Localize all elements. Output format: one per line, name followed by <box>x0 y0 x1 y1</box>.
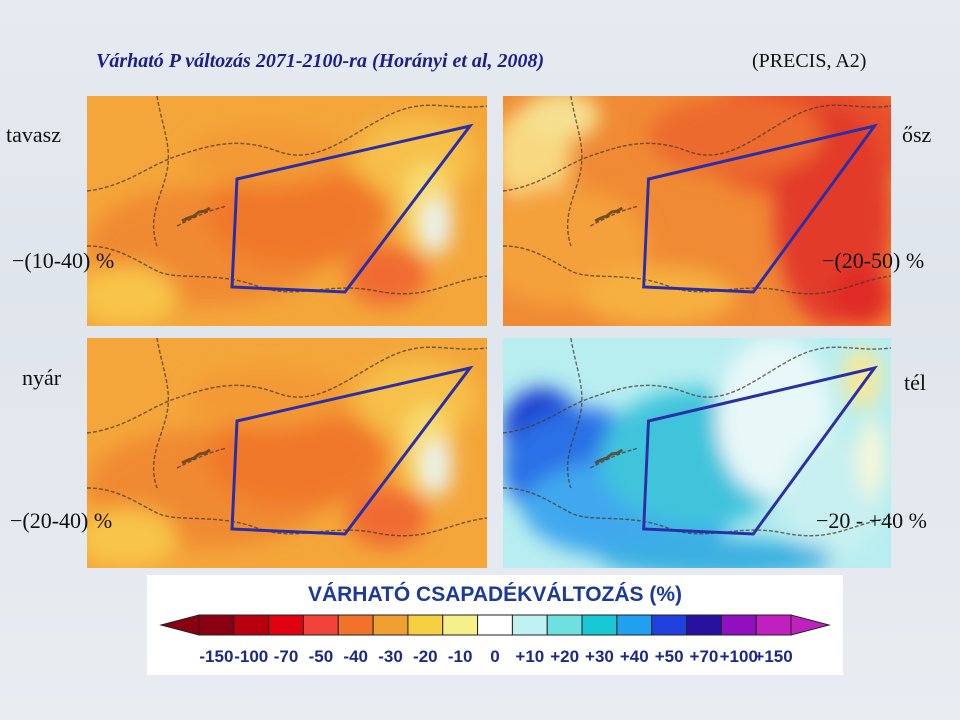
season-label-summer: nyár <box>22 365 62 390</box>
legend-tick-label: +20 <box>550 647 580 666</box>
legend-swatch <box>686 614 722 636</box>
legend-tick-label: +30 <box>585 647 614 666</box>
legend-swatch <box>337 614 374 636</box>
legend-swatch <box>198 614 235 636</box>
legend-tick-label: +100 <box>719 647 758 666</box>
legend-tick-label: +10 <box>515 647 545 666</box>
map-autumn <box>503 96 891 326</box>
change-label-winter: −20 - +40 % <box>816 508 927 533</box>
model-label: (PRECIS, A2) <box>752 50 867 72</box>
change-label-autumn: −(20-50) % <box>822 248 925 273</box>
page-title: Várható P változás 2071-2100-ra (Horányi… <box>96 50 545 72</box>
legend-swatch <box>407 614 444 636</box>
legend-swatch <box>302 614 339 636</box>
legend-swatch <box>511 614 548 636</box>
season-label-winter: tél <box>904 370 926 395</box>
legend-swatch <box>372 614 409 636</box>
legend-swatch <box>651 614 688 636</box>
legend-swatch <box>442 614 479 636</box>
change-label-summer: −(20-40) % <box>10 508 113 533</box>
legend-tick-label: -100 <box>234 647 269 666</box>
legend-swatch <box>546 614 583 636</box>
legend-swatch <box>720 614 757 636</box>
legend-swatch <box>581 614 618 636</box>
season-label-spring: tavasz <box>6 122 61 147</box>
map-spring <box>87 96 487 326</box>
legend-tick-label: +150 <box>754 647 793 666</box>
legend-swatch <box>268 614 304 636</box>
legend-tick-label: +70 <box>689 647 719 666</box>
legend-tick-label: -50 <box>308 647 334 666</box>
legend-tick-label: -70 <box>273 647 299 666</box>
map-summer <box>87 338 487 568</box>
legend-tick-label: -40 <box>343 647 368 666</box>
legend-tick-label: -10 <box>447 647 473 666</box>
legend-colorbar <box>159 614 831 636</box>
color-legend: VÁRHATÓ CSAPADÉKVÁLTOZÁS (%) -150 -100 -70… <box>147 575 843 675</box>
legend-swatch <box>616 614 653 636</box>
legend-tick-label: -30 <box>378 647 403 666</box>
change-label-spring: −(10-40) % <box>12 248 115 273</box>
legend-tick-label: +50 <box>654 647 684 666</box>
map-winter <box>503 338 891 568</box>
legend-tick-label: -20 <box>413 647 438 666</box>
legend-swatch <box>233 614 270 636</box>
legend-title: VÁRHATÓ CSAPADÉKVÁLTOZÁS (%) <box>307 583 683 606</box>
season-label-autumn: ősz <box>902 122 932 147</box>
legend-swatch <box>477 614 513 636</box>
legend-tick-label: -150 <box>199 647 234 666</box>
legend-swatch <box>755 614 792 636</box>
legend-tick-label: +40 <box>619 647 649 666</box>
legend-tick-label: 0 <box>490 647 500 666</box>
legend-ticks: -150 -100 -70 -50 -40 -30 -20 -10 0 +10 +20 +30 +40 +… <box>147 647 843 671</box>
